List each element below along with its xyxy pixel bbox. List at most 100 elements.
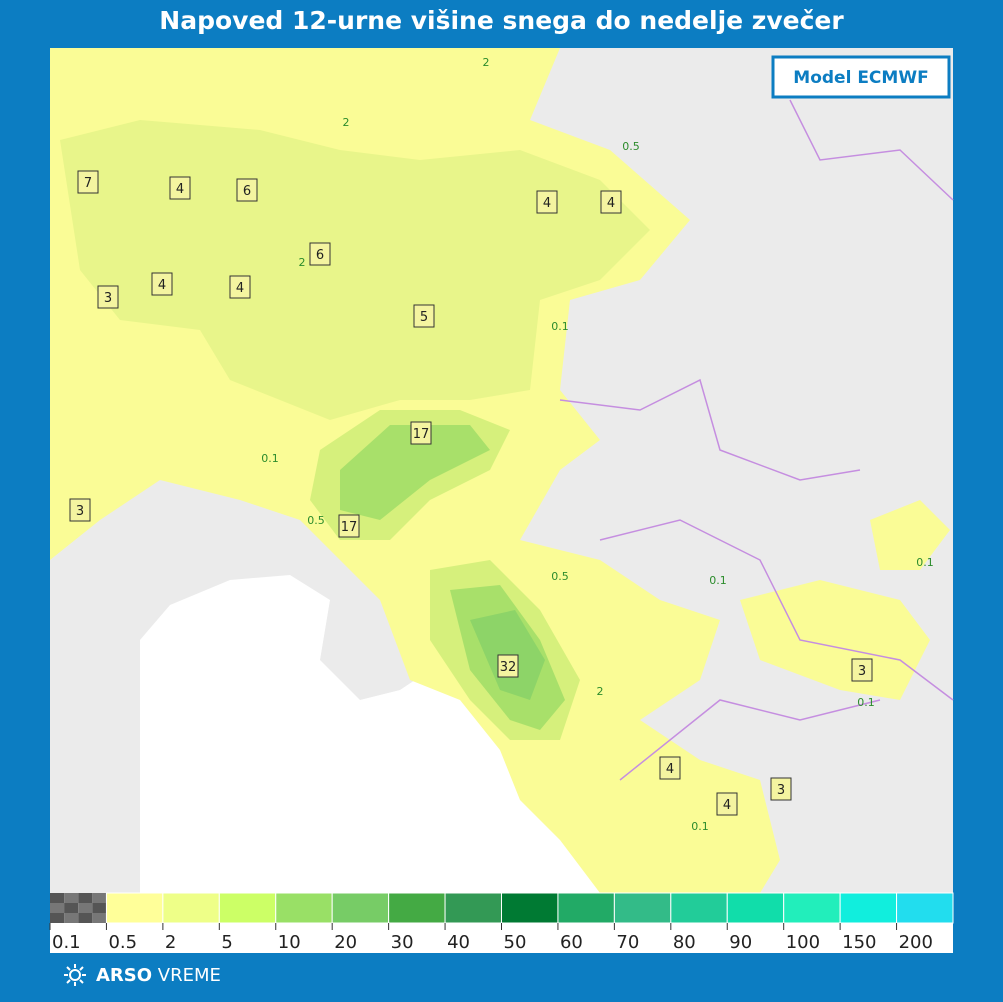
legend-swatch <box>896 892 954 924</box>
legend-swatch <box>78 913 93 923</box>
badge-box <box>771 55 951 99</box>
label-box <box>236 178 258 202</box>
legend-swatch <box>783 892 841 924</box>
badge: Model ECMWF <box>793 68 928 88</box>
legend-swatch <box>557 892 615 924</box>
legend-label: 150 <box>842 932 876 953</box>
label-box <box>770 777 792 801</box>
contour-label: 2 <box>343 116 350 129</box>
contour-label: 0.1 <box>916 556 934 569</box>
legend-label: 40 <box>447 932 470 953</box>
legend-swatch <box>105 892 164 924</box>
contour-label: 2 <box>483 56 490 69</box>
legend-swatch <box>726 892 785 924</box>
legend-swatch <box>670 892 728 924</box>
snow-label: 4 <box>158 278 166 293</box>
label-box <box>77 170 99 194</box>
contour-label: 0.1 <box>709 574 727 587</box>
snow-label: 4 <box>543 196 551 211</box>
legend-swatch <box>50 893 65 903</box>
label-box <box>309 242 331 266</box>
legend-swatch <box>218 892 277 924</box>
legend-label: 2 <box>165 932 176 953</box>
brand-sub: VREME <box>157 964 221 986</box>
contour-label: 0.1 <box>551 320 569 333</box>
legend-swatch <box>275 892 333 924</box>
legend-swatch <box>388 892 446 924</box>
snow-label: 3 <box>858 664 866 679</box>
legend-label: 10 <box>278 932 301 953</box>
label-box <box>497 654 519 678</box>
snow-label: 6 <box>316 248 324 263</box>
legend-label: 60 <box>560 932 583 953</box>
legend-label: 70 <box>616 932 639 953</box>
label-box <box>659 756 681 780</box>
label-box <box>410 421 432 445</box>
snow-0.5 <box>870 500 950 570</box>
legend-swatch <box>92 913 107 923</box>
label-box <box>338 514 360 538</box>
legend-swatch <box>64 913 79 923</box>
contour-label: 0.1 <box>691 820 709 833</box>
contour-label: 0.1 <box>857 696 875 709</box>
snow-label: 4 <box>607 196 615 211</box>
snow-label: 4 <box>723 798 731 813</box>
legend-swatch <box>331 892 390 924</box>
label-box <box>413 304 435 328</box>
legend-swatch <box>162 892 220 924</box>
legend-label: 100 <box>786 932 820 953</box>
legend-label: 90 <box>729 932 752 953</box>
footer: ARSO VREME <box>64 964 221 986</box>
legend-swatch <box>92 893 107 903</box>
contour-label: 2 <box>597 685 604 698</box>
legend-label: 50 <box>504 932 527 953</box>
legend-swatch <box>64 903 79 913</box>
snow-2 <box>60 120 650 420</box>
legend-swatch <box>92 903 107 913</box>
legend-swatch <box>613 892 672 924</box>
legend-label: 0.5 <box>108 932 137 953</box>
label-box <box>536 190 558 214</box>
legend-label: 80 <box>673 932 696 953</box>
snow-label: 3 <box>777 783 785 798</box>
contour-label: 0.5 <box>307 514 325 527</box>
label-box <box>69 498 91 522</box>
legend-label: 5 <box>221 932 232 953</box>
legend-label: 20 <box>334 932 357 953</box>
legend-swatch <box>444 892 502 924</box>
label-box <box>716 792 738 816</box>
snow-label: 17 <box>413 427 430 442</box>
legend-label: 0.1 <box>52 932 81 953</box>
snow-label: 4 <box>666 762 674 777</box>
snow-label: 32 <box>500 660 517 675</box>
snow-label: 5 <box>420 310 428 325</box>
contour-label: 0.5 <box>622 140 640 153</box>
legend-swatch <box>501 892 559 924</box>
label-box <box>229 275 251 299</box>
snow-label: 7 <box>84 176 92 191</box>
snow-label: 4 <box>176 182 184 197</box>
legend-swatch <box>839 892 898 924</box>
legend-swatch <box>78 893 93 903</box>
legend-label: 200 <box>899 932 933 953</box>
legend-swatch <box>64 893 79 903</box>
label-box <box>97 285 119 309</box>
snow-label: 4 <box>236 281 244 296</box>
label-box <box>851 658 873 682</box>
snow-label: 17 <box>341 520 358 535</box>
legend-swatch <box>50 913 65 923</box>
legend-label: 30 <box>391 932 414 953</box>
snow-label: 3 <box>76 504 84 519</box>
snow-0.5 <box>740 580 930 700</box>
legend-swatch <box>78 903 93 913</box>
legend-swatch <box>50 903 65 913</box>
brand: ARSO <box>96 964 153 986</box>
border <box>559 99 954 781</box>
label-box <box>600 190 622 214</box>
contour-label: 2 <box>299 256 306 269</box>
snow-label: 6 <box>243 184 251 199</box>
contour-label: 0.5 <box>551 570 569 583</box>
logo <box>64 964 86 986</box>
